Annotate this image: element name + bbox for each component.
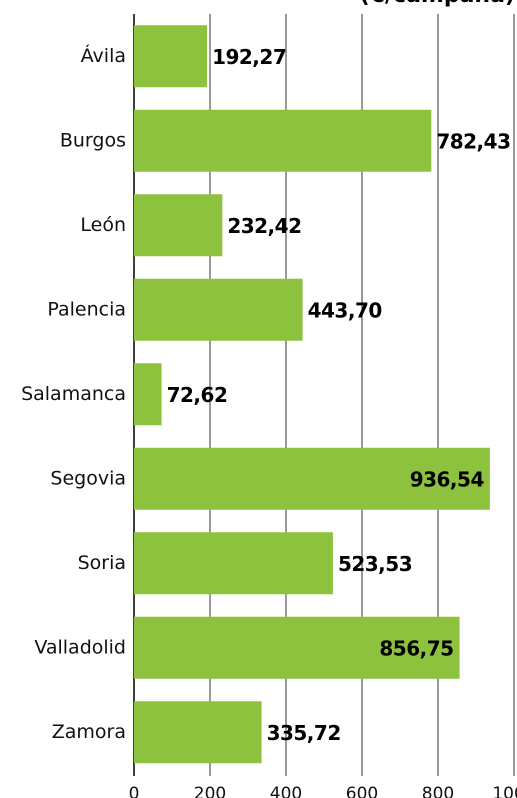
y-tick-label: Segovia (50, 467, 126, 489)
value-label: 232,42 (227, 214, 301, 238)
x-tick-label: 800 (422, 784, 454, 798)
bar (134, 616, 460, 679)
chart-title: (€/campaña) (360, 0, 515, 8)
x-tick-label: 0 (129, 784, 140, 798)
x-tick-label: 1000 (492, 784, 517, 798)
y-tick-label: Burgos (60, 129, 126, 151)
bar (134, 701, 262, 764)
bar (134, 194, 223, 257)
y-tick-label: Ávila (81, 44, 126, 67)
bar (134, 25, 208, 88)
bar (134, 447, 490, 510)
y-tick-label: Valladolid (34, 636, 126, 658)
y-tick-label: Salamanca (21, 383, 126, 405)
value-label: 782,43 (436, 129, 510, 153)
value-label: 192,27 (212, 45, 286, 69)
value-label: 443,70 (308, 298, 382, 322)
x-tick-label: 200 (194, 784, 226, 798)
bar (134, 109, 432, 172)
y-tick-label: Soria (78, 552, 126, 574)
value-label: 335,72 (267, 721, 341, 745)
value-label: 856,75 (379, 636, 453, 660)
x-tick-label: 600 (346, 784, 378, 798)
y-tick-label: León (80, 214, 126, 236)
bar (134, 278, 303, 341)
x-tick-label: 400 (270, 784, 302, 798)
bar (134, 363, 162, 426)
value-label: 72,62 (167, 383, 228, 407)
value-label: 523,53 (338, 552, 412, 576)
value-label: 936,54 (410, 467, 484, 491)
bar (134, 532, 333, 595)
y-tick-label: Zamora (52, 721, 126, 743)
y-tick-label: Palencia (47, 298, 126, 320)
